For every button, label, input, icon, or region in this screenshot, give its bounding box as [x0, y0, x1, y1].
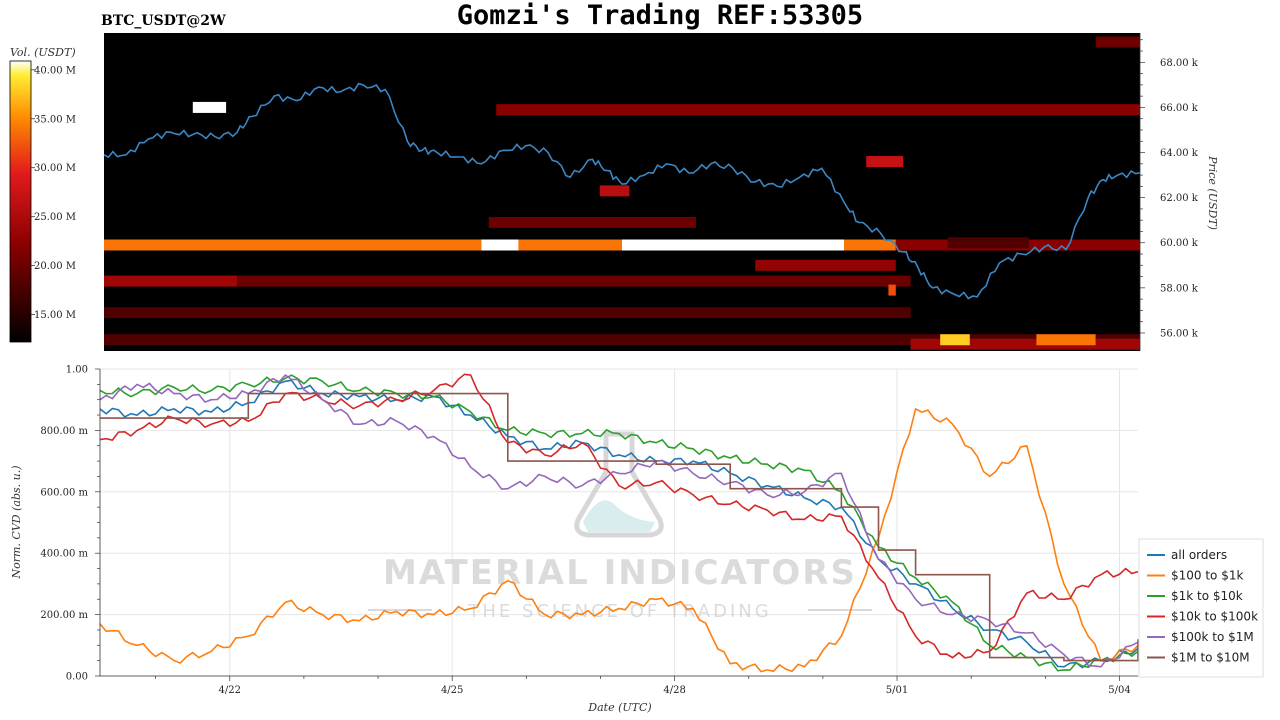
y-tick-label: 1.00: [66, 365, 88, 376]
liquidity-band: [488, 216, 696, 228]
liquidity-band: [104, 334, 1140, 346]
y-tick-label: 200.00 m: [40, 610, 88, 621]
price-tick-label: 66.00 k: [1160, 103, 1199, 114]
y-tick-label: 800.00 m: [40, 426, 88, 437]
cvd-series-line: [99, 373, 1139, 659]
colorbar-tick-label: 30.00 M: [34, 163, 76, 174]
liquidity-band: [940, 334, 970, 346]
x-tick-label: 4/22: [219, 685, 241, 696]
y-tick-label: 600.00 m: [40, 487, 88, 498]
liquidity-band: [599, 185, 630, 197]
liquidity-band: [755, 259, 896, 271]
colorbar-tick-label: 20.00 M: [34, 261, 76, 272]
colorbar-tick-label: 35.00 M: [34, 114, 76, 125]
price-axis-label: Price (USDT): [1206, 155, 1219, 230]
watermark: MATERIAL INDICATORS THE SCIENCE OF TRADI…: [368, 431, 872, 622]
liquidity-band: [947, 237, 1029, 249]
cvd-axis-label: Norm. CVD (abs. u.): [10, 465, 23, 579]
colorbar-gradient: [9, 60, 32, 343]
x-tick-label: 4/28: [663, 685, 685, 696]
flask-icon: [574, 431, 664, 538]
liquidity-band: [910, 338, 1140, 350]
cvd-series-line: [99, 407, 1139, 673]
legend-entry: all orders: [1171, 548, 1227, 562]
cvd-series-line: [99, 374, 1139, 672]
cvd-series-line: [99, 379, 1139, 669]
y-tick-label: 0.00: [66, 672, 88, 683]
price-tick-label: 62.00 k: [1160, 193, 1199, 204]
liquidity-band: [622, 239, 844, 251]
liquidity-band: [1036, 334, 1096, 346]
liquidity-band: [888, 284, 896, 296]
legend-entry: $10k to $100k: [1171, 610, 1258, 624]
legend-box: [1138, 538, 1264, 678]
colorbar-label: Vol. (USDT): [10, 46, 76, 59]
price-tick-label: 68.00 k: [1160, 58, 1199, 69]
x-tick-label: 5/04: [1108, 685, 1130, 696]
colorbar-tick-label: 15.00 M: [34, 310, 76, 321]
cvd-series-line: [99, 374, 1139, 668]
watermark-subtitle: THE SCIENCE OF TRADING: [467, 601, 771, 622]
legend-entry: $1M to $10M: [1171, 651, 1250, 665]
colorbar-tick-label: 25.00 M: [34, 212, 76, 223]
x-axis-label: Date (UTC): [587, 701, 651, 714]
colorbar-tick-label: 40.00 M: [34, 65, 76, 76]
x-tick-label: 4/25: [441, 685, 463, 696]
legend: all orders $100 to $1k $1k to $10k $10k to …: [1138, 538, 1264, 678]
liquidity-band: [481, 239, 519, 251]
legend-entry: $1k to $10k: [1171, 589, 1243, 603]
cvd-panel: MATERIAL INDICATORS THE SCIENCE OF TRADI…: [10, 365, 1139, 714]
x-tick-label: 5/01: [886, 685, 908, 696]
legend-entry: $100k to $1M: [1171, 630, 1254, 644]
price-tick-label: 58.00 k: [1160, 283, 1199, 294]
liquidity-band: [104, 307, 911, 319]
symbol-label: BTC_USDT@2W: [101, 13, 226, 29]
y-tick-label: 400.00 m: [40, 549, 88, 560]
watermark-title: MATERIAL INDICATORS: [383, 553, 857, 593]
colorbar: Vol. (USDT) 15.00 M 20.00 M 25.00 M 30.00 M…: [9, 46, 76, 343]
liquidity-band: [192, 101, 227, 113]
chart-title: Gomzi's Trading REF:53305: [457, 0, 863, 31]
liquidity-band: [104, 275, 238, 287]
liquidity-band: [866, 156, 904, 168]
price-tick-label: 60.00 k: [1160, 238, 1199, 249]
price-line: [103, 82, 1141, 300]
liquidity-band: [496, 104, 1140, 116]
flask-liquid-icon: [583, 500, 655, 532]
liquidity-band: [237, 275, 911, 287]
price-tick-label: 64.00 k: [1160, 148, 1199, 159]
cvd-series-line: [100, 392, 1139, 662]
legend-entry: $100 to $1k: [1171, 569, 1243, 583]
heatmap-panel: 56.00 k 58.00 k 60.00 k 62.00 k 64.00 k 66.00…: [103, 33, 1219, 351]
price-tick-label: 56.00 k: [1160, 328, 1199, 339]
liquidity-band: [1095, 36, 1140, 48]
